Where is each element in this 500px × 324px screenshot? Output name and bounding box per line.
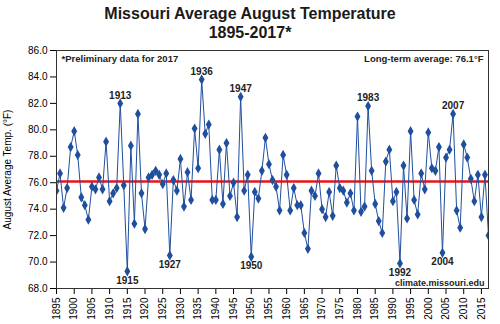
svg-text:1936: 1936	[191, 66, 214, 77]
svg-text:1950: 1950	[240, 260, 263, 271]
svg-text:2010: 2010	[458, 297, 469, 320]
svg-text:August Average Temp. (°F): August Average Temp. (°F)	[2, 110, 13, 230]
svg-text:1992: 1992	[389, 267, 412, 278]
html-text:Missouri Average August Temper: Missouri Average August Temperature	[104, 5, 396, 22]
svg-text:1935: 1935	[192, 297, 203, 320]
svg-text:1910: 1910	[104, 297, 115, 320]
svg-text:1995: 1995	[405, 297, 416, 320]
svg-text:1920: 1920	[139, 297, 150, 320]
svg-text:72.0: 72.0	[28, 230, 48, 241]
svg-text:84.0: 84.0	[28, 71, 48, 82]
svg-text:1990: 1990	[387, 297, 398, 320]
svg-text:1955: 1955	[263, 297, 274, 320]
svg-text:2000: 2000	[423, 297, 434, 320]
svg-text:1965: 1965	[299, 297, 310, 320]
svg-text:68.0: 68.0	[28, 283, 48, 294]
svg-text:2015: 2015	[476, 297, 487, 320]
svg-text:70.0: 70.0	[28, 256, 48, 267]
svg-text:78.0: 78.0	[28, 150, 48, 161]
svg-text:1915: 1915	[122, 297, 133, 320]
svg-text:1930: 1930	[175, 297, 186, 320]
svg-text:1950: 1950	[245, 297, 256, 320]
svg-text:80.0: 80.0	[28, 124, 48, 135]
svg-text:1970: 1970	[316, 297, 327, 320]
svg-text:2004: 2004	[431, 256, 454, 267]
svg-text:1945: 1945	[228, 297, 239, 320]
svg-text:1960: 1960	[281, 297, 292, 320]
svg-text:2005: 2005	[440, 297, 451, 320]
svg-text:1925: 1925	[157, 297, 168, 320]
svg-text:1913: 1913	[109, 90, 132, 101]
svg-text:1927: 1927	[159, 259, 182, 270]
html-text:1895-2017*: 1895-2017*	[208, 24, 292, 41]
svg-text:74.0: 74.0	[28, 203, 48, 214]
svg-text:1980: 1980	[352, 297, 363, 320]
svg-text:86.0: 86.0	[28, 45, 48, 56]
svg-text:1915: 1915	[116, 275, 139, 286]
svg-text:climate.missouri.edu: climate.missouri.edu	[395, 278, 485, 288]
svg-text:Long-term average: 76.1°F: Long-term average: 76.1°F	[364, 53, 484, 64]
svg-text:1947: 1947	[230, 83, 253, 94]
svg-text:1975: 1975	[334, 297, 345, 320]
svg-text:1940: 1940	[210, 297, 221, 320]
svg-text:1905: 1905	[86, 297, 97, 320]
svg-text:1983: 1983	[357, 92, 380, 103]
svg-text:1900: 1900	[68, 297, 79, 320]
svg-text:1985: 1985	[369, 297, 380, 320]
svg-text:1895: 1895	[51, 297, 62, 320]
svg-text:82.0: 82.0	[28, 98, 48, 109]
svg-text:*Preliminary data for 2017: *Preliminary data for 2017	[62, 53, 179, 64]
svg-text:2007: 2007	[442, 100, 465, 111]
svg-text:76.0: 76.0	[28, 177, 48, 188]
